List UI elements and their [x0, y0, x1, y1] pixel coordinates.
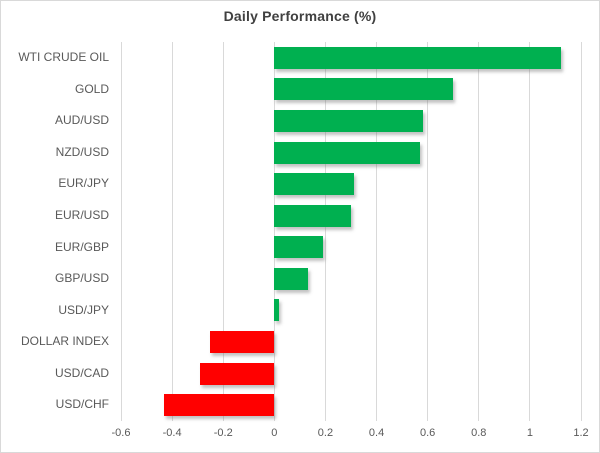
x-tick-label: 1 [526, 427, 533, 439]
category-label: EUR/GBP [54, 239, 109, 254]
bar-aud-usd [274, 109, 423, 132]
x-tick-label: -0.4 [162, 427, 182, 439]
category-label: USD/JPY [58, 302, 109, 317]
bar-eur-jpy [274, 173, 354, 196]
gridline [222, 42, 224, 421]
x-tick-label: -0.6 [111, 427, 131, 439]
category-label: USD/CHF [55, 397, 109, 412]
x-tick-label: 0.6 [420, 427, 436, 439]
x-tick-label: 0.4 [368, 427, 385, 439]
gridline [529, 42, 531, 421]
category-axis: WTI CRUDE OIL GOLD AUD/USD NZD/USD EUR/JPY EU… [1, 42, 109, 421]
category-label: GOLD [74, 81, 109, 96]
gridline [324, 42, 326, 421]
bar-usd-cad [200, 362, 275, 385]
category-label: GBP/USD [54, 271, 109, 286]
gridline [427, 42, 429, 421]
x-tick-label: 0.8 [471, 427, 487, 439]
plot-area [120, 42, 582, 421]
chart-title: Daily Performance (%) [223, 8, 377, 24]
category-label: WTI CRUDE OIL [18, 50, 109, 64]
bar-eur-usd [274, 204, 351, 227]
bar-eur-gbp [274, 236, 323, 259]
category-label: EUR/USD [54, 207, 109, 222]
bar-gold [274, 78, 454, 101]
x-tick-label: 1.2 [573, 427, 589, 439]
bar-nzd-usd [274, 141, 420, 164]
x-tick-label: 0.2 [317, 427, 334, 439]
category-label: AUD/USD [54, 113, 109, 128]
bar-dollar-index [210, 331, 275, 354]
x-tick-label: -0.2 [213, 427, 233, 439]
category-label: NZD/USD [55, 144, 109, 159]
gridline [273, 42, 275, 421]
bar-wti-crude-oil [274, 46, 561, 69]
bar-gbp-usd [274, 267, 308, 290]
gridline [376, 42, 378, 421]
bar-usd-jpy [274, 299, 280, 322]
category-label: USD/CAD [54, 365, 109, 380]
gridline [478, 42, 480, 421]
gridline [171, 42, 173, 421]
gridline [580, 42, 582, 421]
category-label: EUR/JPY [58, 176, 109, 191]
x-tick-label: 0 [271, 427, 278, 439]
gridline [120, 42, 122, 421]
value-axis: -0.6 -0.4 -0.2 0 0.2 0.4 0.6 0.8 1 1.2 [1, 427, 599, 445]
bar-usd-chf [164, 394, 275, 417]
category-label: DOLLAR INDEX [20, 334, 109, 349]
